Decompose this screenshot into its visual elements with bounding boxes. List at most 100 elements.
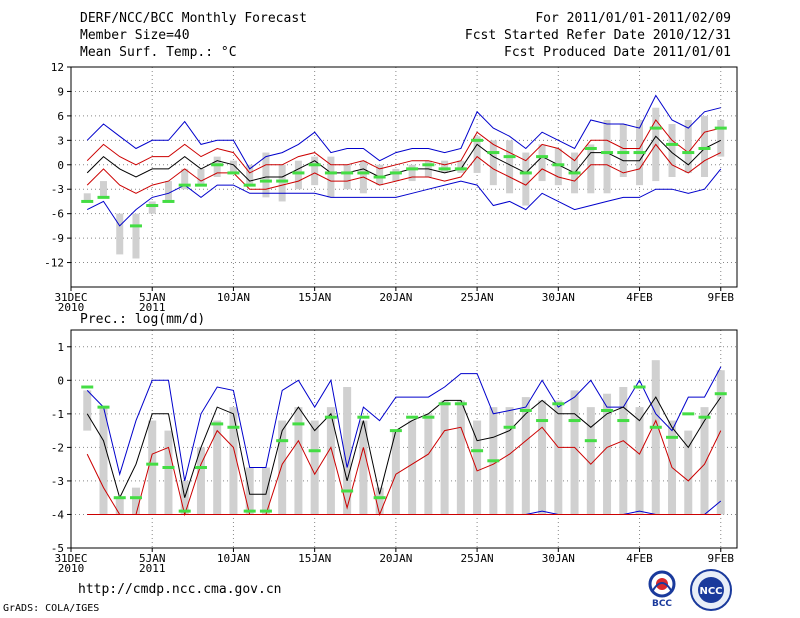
prec-y-tick-label: -5: [51, 542, 64, 555]
temp-x-tick-label: 31DEC: [54, 291, 87, 304]
temp-spread-box: [554, 148, 562, 186]
temp-y-tick-label: 3: [57, 134, 64, 147]
temp-x-tick-year: 2011: [139, 301, 166, 314]
temp-spread-box: [343, 164, 351, 190]
prec-spread-box: [619, 387, 628, 515]
temp-y-tick-label: 12: [51, 61, 64, 74]
prec-spread-box: [521, 397, 530, 515]
temp-x-tick-label: 25JAN: [461, 291, 494, 304]
temp-y-tick-label: -3: [51, 183, 64, 196]
prec-spread-box: [424, 413, 433, 515]
temp-spread-box: [229, 160, 237, 173]
prec-spread-box: [391, 430, 400, 515]
prec-spread-box: [278, 420, 287, 515]
prec-spread-box: [310, 420, 319, 515]
prec-spread-box: [538, 400, 547, 515]
temp-upper-line: [86, 119, 721, 174]
temp-spread-box: [164, 181, 172, 202]
temp-spread-box: [197, 168, 205, 186]
temp-spread-box: [213, 156, 221, 177]
temp-lower-line: [86, 143, 722, 194]
prec-spread-box: [440, 400, 449, 515]
prec-max-line: [86, 366, 722, 482]
prec-y-tick-label: 1: [57, 341, 64, 354]
prec-spread-box: [603, 393, 612, 515]
website-url[interactable]: http://cmdp.ncc.cma.gov.cn: [78, 582, 282, 597]
temp-spread-box: [619, 124, 627, 177]
grads-credit: GrADS: COLA/IGES: [3, 603, 100, 614]
header-right: For 2011/01/01-2011/02/09 Fcst Started Re…: [465, 10, 731, 61]
started-date: Fcst Started Refer Date 2010/12/31: [464, 28, 731, 43]
temp-spread-box: [278, 164, 286, 202]
forecast-period: For 2011/01/01-2011/02/09: [535, 11, 731, 26]
prec-spread-box: [196, 447, 205, 515]
prec-y-tick-label: -4: [51, 508, 65, 521]
prec-spread-box: [148, 420, 157, 515]
temp-spread-box: [684, 119, 692, 173]
temp-x-tick-label: 15JAN: [298, 291, 331, 304]
temp-spread-box: [489, 140, 497, 186]
temp-spread-box: [83, 193, 91, 202]
prec-y-tick-label: -1: [51, 408, 64, 421]
prec-spread-box: [261, 467, 270, 515]
prec-x-tick-label: 4FEB: [626, 552, 653, 565]
temp-spread-box: [132, 213, 140, 259]
prec-spread-box: [456, 400, 465, 515]
prec-x-tick-label: 31DEC: [54, 552, 87, 565]
prec-spread-box: [213, 420, 222, 515]
prec-spread-box: [586, 407, 595, 515]
prec-x-tick-label: 10JAN: [217, 552, 250, 565]
produced-date: Fcst Produced Date 2011/01/01: [504, 45, 731, 60]
temp-spread-box: [148, 201, 156, 214]
temp-min-line: [86, 168, 722, 227]
prec-panel-title: Prec.: log(mm/d): [80, 312, 205, 327]
prec-spread-box: [131, 487, 140, 515]
prec-spread-box: [700, 407, 709, 515]
temp-spread-box: [506, 140, 514, 194]
bcc-logo-text: BCC: [652, 599, 672, 608]
temp-spread-box: [473, 136, 481, 173]
temp-x-tick-label: 9FEB: [708, 291, 735, 304]
temp-spread-box: [246, 164, 254, 186]
temp-spread-box: [457, 160, 465, 173]
temp-frame: [70, 66, 738, 288]
temp-y-tick-label: 6: [57, 110, 64, 123]
temp-spread-box: [441, 160, 449, 173]
temp-x-tick-label: 4FEB: [626, 291, 653, 304]
temp-y-tick-label: -6: [51, 208, 64, 221]
temp-spread-box: [522, 152, 530, 206]
forecast-title: DERF/NCC/BCC Monthly Forecast: [80, 11, 307, 26]
prec-spread-box: [164, 430, 173, 515]
prec-x-tick-year: 2010: [58, 562, 85, 575]
prec-mean-line: [86, 396, 722, 500]
prec-upper-line: [86, 419, 722, 517]
temp-y-tick-label: -12: [44, 257, 64, 270]
temp-y-tick-label: 9: [57, 85, 64, 98]
prec-spread-box: [505, 407, 514, 515]
temp-x-tick-label: 5JAN: [139, 291, 166, 304]
temp-max-line: [86, 94, 721, 170]
temp-spread-box: [99, 181, 107, 198]
temp-spread-box: [408, 164, 416, 182]
temp-spread-box: [701, 115, 709, 177]
prec-x-tick-label: 30JAN: [542, 552, 575, 565]
temp-spread-box: [538, 144, 546, 182]
prec-spread-box: [375, 487, 384, 515]
prec-spread-box: [115, 497, 124, 515]
prec-x-tick-year: 2011: [139, 562, 166, 575]
prec-spread-box: [99, 407, 108, 515]
temp-x-tick-label: 30JAN: [542, 291, 575, 304]
temp-spread-box: [668, 124, 676, 177]
prec-spread-box: [570, 390, 579, 515]
temp-spread-box: [376, 164, 384, 186]
temp-spread-box: [587, 144, 595, 194]
ncc-logo-text: NCC: [699, 586, 722, 597]
temp-spread-box: [181, 168, 189, 190]
temp-spread-box: [603, 119, 611, 194]
temp-spread-box: [116, 213, 124, 255]
prec-x-tick-label: 9FEB: [708, 552, 735, 565]
member-size: Member Size=40: [80, 28, 190, 43]
prec-spread-box: [716, 370, 725, 515]
prec-spread-box: [229, 407, 238, 515]
prec-x-tick-label: 25JAN: [461, 552, 494, 565]
